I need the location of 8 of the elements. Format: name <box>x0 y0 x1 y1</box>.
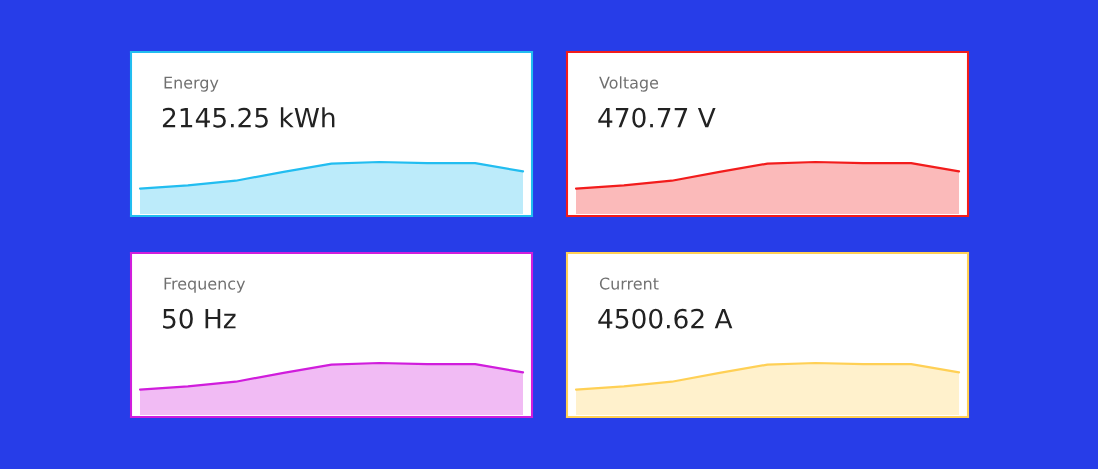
chart-subtitle: 50 Hz <box>163 308 236 329</box>
chart-subtitle: 470.77 V <box>598 107 716 128</box>
chart-title: Frequency <box>164 277 246 293</box>
chart-title: Energy <box>164 76 219 92</box>
chart-title: Voltage <box>599 76 659 92</box>
chart-subtitle: 2145.25 kWh <box>162 107 335 128</box>
chart-title: Current <box>599 277 659 290</box>
chart-subtitle: 4500.62 A <box>598 308 733 329</box>
